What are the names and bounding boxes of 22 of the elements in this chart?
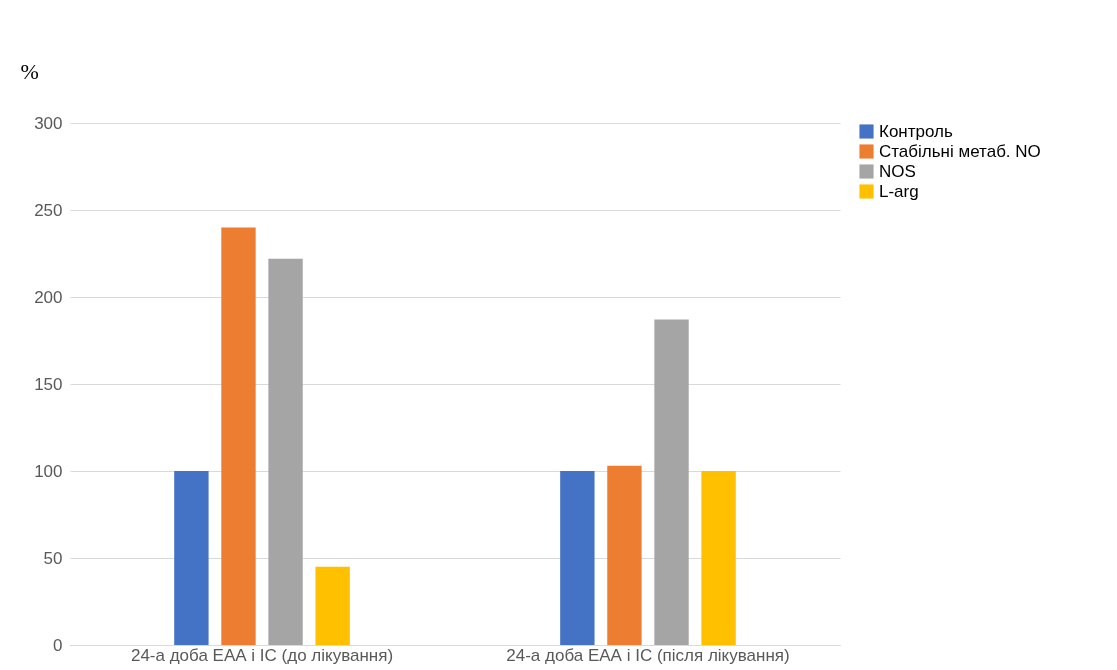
bar [560,471,595,645]
y-axis-title: % [20,58,39,84]
y-tick-label: 0 [53,635,63,655]
x-tick-label: 24-а доба ЕАА і ІС (до лікування) [130,645,394,665]
x-tick-label: 24-а доба ЕАА і ІС (після лікування) [506,645,790,665]
y-tick-label: 150 [34,374,63,394]
bar [654,319,689,645]
bar [268,258,303,645]
bar [607,465,642,645]
y-tick-label: 50 [43,548,63,568]
legend-label: Контроль [879,121,953,141]
bar [174,471,209,645]
bar [315,566,350,645]
y-tick-label: 300 [34,113,63,133]
y-tick-label: 100 [34,461,63,481]
bar [701,471,736,645]
legend-label: NOS [879,161,916,181]
y-tick-label: 250 [34,200,63,220]
y-tick-label: 200 [34,287,63,307]
legend-label: L-arg [879,181,919,201]
bar [221,227,256,645]
legend-label: Стабільні метаб. NO [879,141,1041,161]
